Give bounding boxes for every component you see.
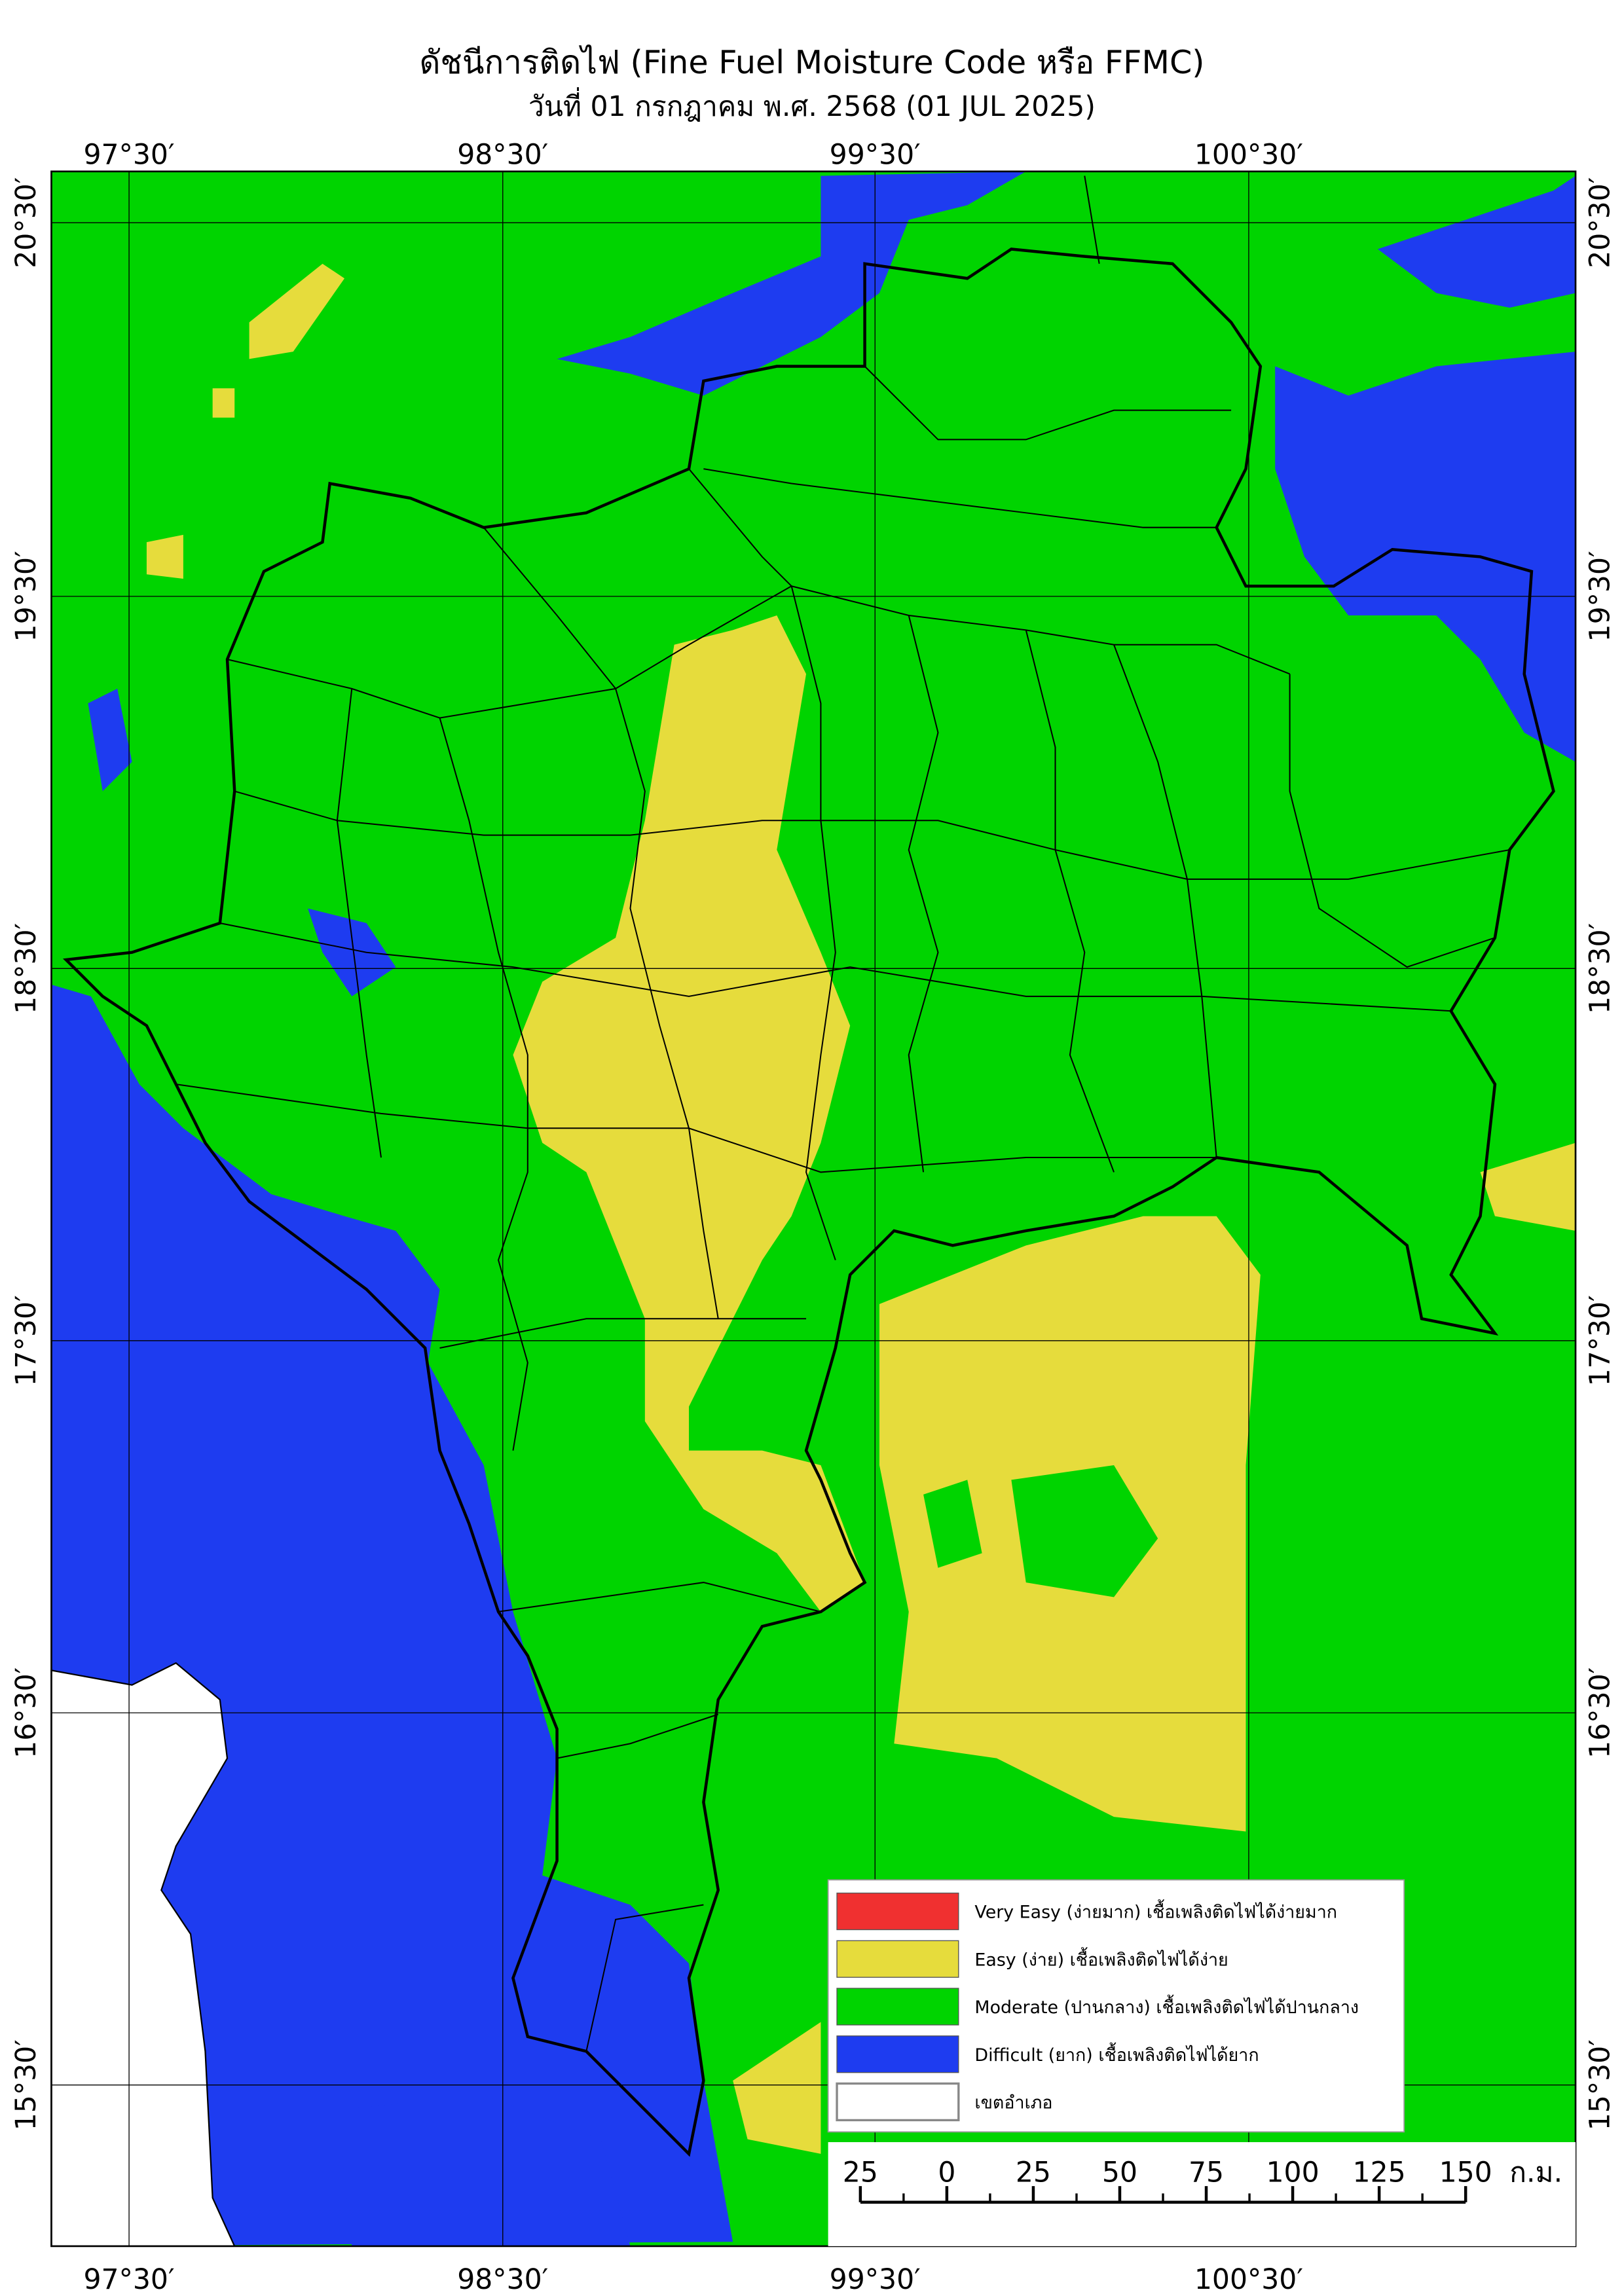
scale-label: 0 xyxy=(938,2157,955,2189)
latitude-label: 20°30′ xyxy=(1584,177,1616,268)
scale-label: 125 xyxy=(1353,2157,1406,2189)
scale-label: 100 xyxy=(1266,2157,1319,2189)
legend-swatch xyxy=(836,1892,959,1931)
legend-swatch xyxy=(836,2082,960,2122)
latitude-label: 17°30′ xyxy=(1584,1295,1616,1386)
latitude-label: 20°30′ xyxy=(10,177,43,268)
longitude-label: 98°30′ xyxy=(457,139,548,172)
latitude-label: 15°30′ xyxy=(1584,2039,1616,2130)
map-frame xyxy=(50,170,1577,2248)
map-area xyxy=(50,170,1577,2248)
scale-unit: ก.ม. xyxy=(1509,2157,1562,2189)
legend-label: Easy (ง่าย) เชื้อเพลิงติดไฟได้ง่าย xyxy=(974,1947,1228,1970)
latitude-label: 15°30′ xyxy=(10,2039,43,2130)
latitude-label: 16°30′ xyxy=(10,1667,43,1758)
legend-label: Moderate (ปานกลาง) เชื้อเพลิงติดไฟได้ปาน… xyxy=(974,1995,1359,2018)
longitude-label: 97°30′ xyxy=(84,139,175,172)
legend-swatch xyxy=(836,1940,959,1978)
latitude-label: 17°30′ xyxy=(10,1295,43,1386)
scale-bar-box xyxy=(828,2142,1576,2246)
scale-label: 75 xyxy=(1189,2157,1224,2189)
scale-bar: 25 0 25 50 75 100 125 150 ก.ม. xyxy=(828,2142,1576,2246)
scale-label: 50 xyxy=(1102,2157,1137,2189)
longitude-label: 99°30′ xyxy=(830,2264,921,2296)
moderate-patches xyxy=(923,1465,1158,1597)
scale-label: 25 xyxy=(843,2157,878,2189)
latitude-label: 16°30′ xyxy=(1584,1667,1616,1758)
longitude-label: 100°30′ xyxy=(1194,139,1303,172)
latitude-label: 19°30′ xyxy=(10,551,43,642)
longitude-label: 98°30′ xyxy=(457,2264,548,2296)
legend-swatch xyxy=(836,1988,959,2026)
longitude-label: 100°30′ xyxy=(1194,2264,1303,2296)
latitude-label: 18°30′ xyxy=(10,923,43,1014)
legend-label: เขตอำเภอ xyxy=(974,2093,1052,2113)
latitude-label: 19°30′ xyxy=(1584,551,1616,642)
latitude-label: 18°30′ xyxy=(1584,923,1616,1014)
district-boundaries xyxy=(62,175,1555,2157)
scale-label: 150 xyxy=(1439,2157,1492,2189)
legend-swatch xyxy=(836,2035,959,2073)
legend-label: Difficult (ยาก) เชื้อเพลิงติดไฟได้ยาก xyxy=(974,2043,1259,2066)
difficult-areas xyxy=(51,171,1576,2246)
scale-label: 25 xyxy=(1016,2157,1051,2189)
map-subtitle: วันที่ 01 กรกฎาคม พ.ศ. 2568 (01 JUL 2025… xyxy=(528,87,1096,123)
legend-label: Very Easy (ง่ายมาก) เชื้อเพลิงติดไฟได้ง่… xyxy=(974,1900,1337,1923)
legend: Very Easy (ง่ายมาก) เชื้อเพลิงติดไฟได้ง่… xyxy=(827,1879,1405,2133)
longitude-label: 99°30′ xyxy=(830,139,921,172)
map-title: ดัชนีการติดไฟ (Fine Fuel Moisture Code ห… xyxy=(419,43,1204,81)
longitude-label: 97°30′ xyxy=(84,2264,175,2296)
